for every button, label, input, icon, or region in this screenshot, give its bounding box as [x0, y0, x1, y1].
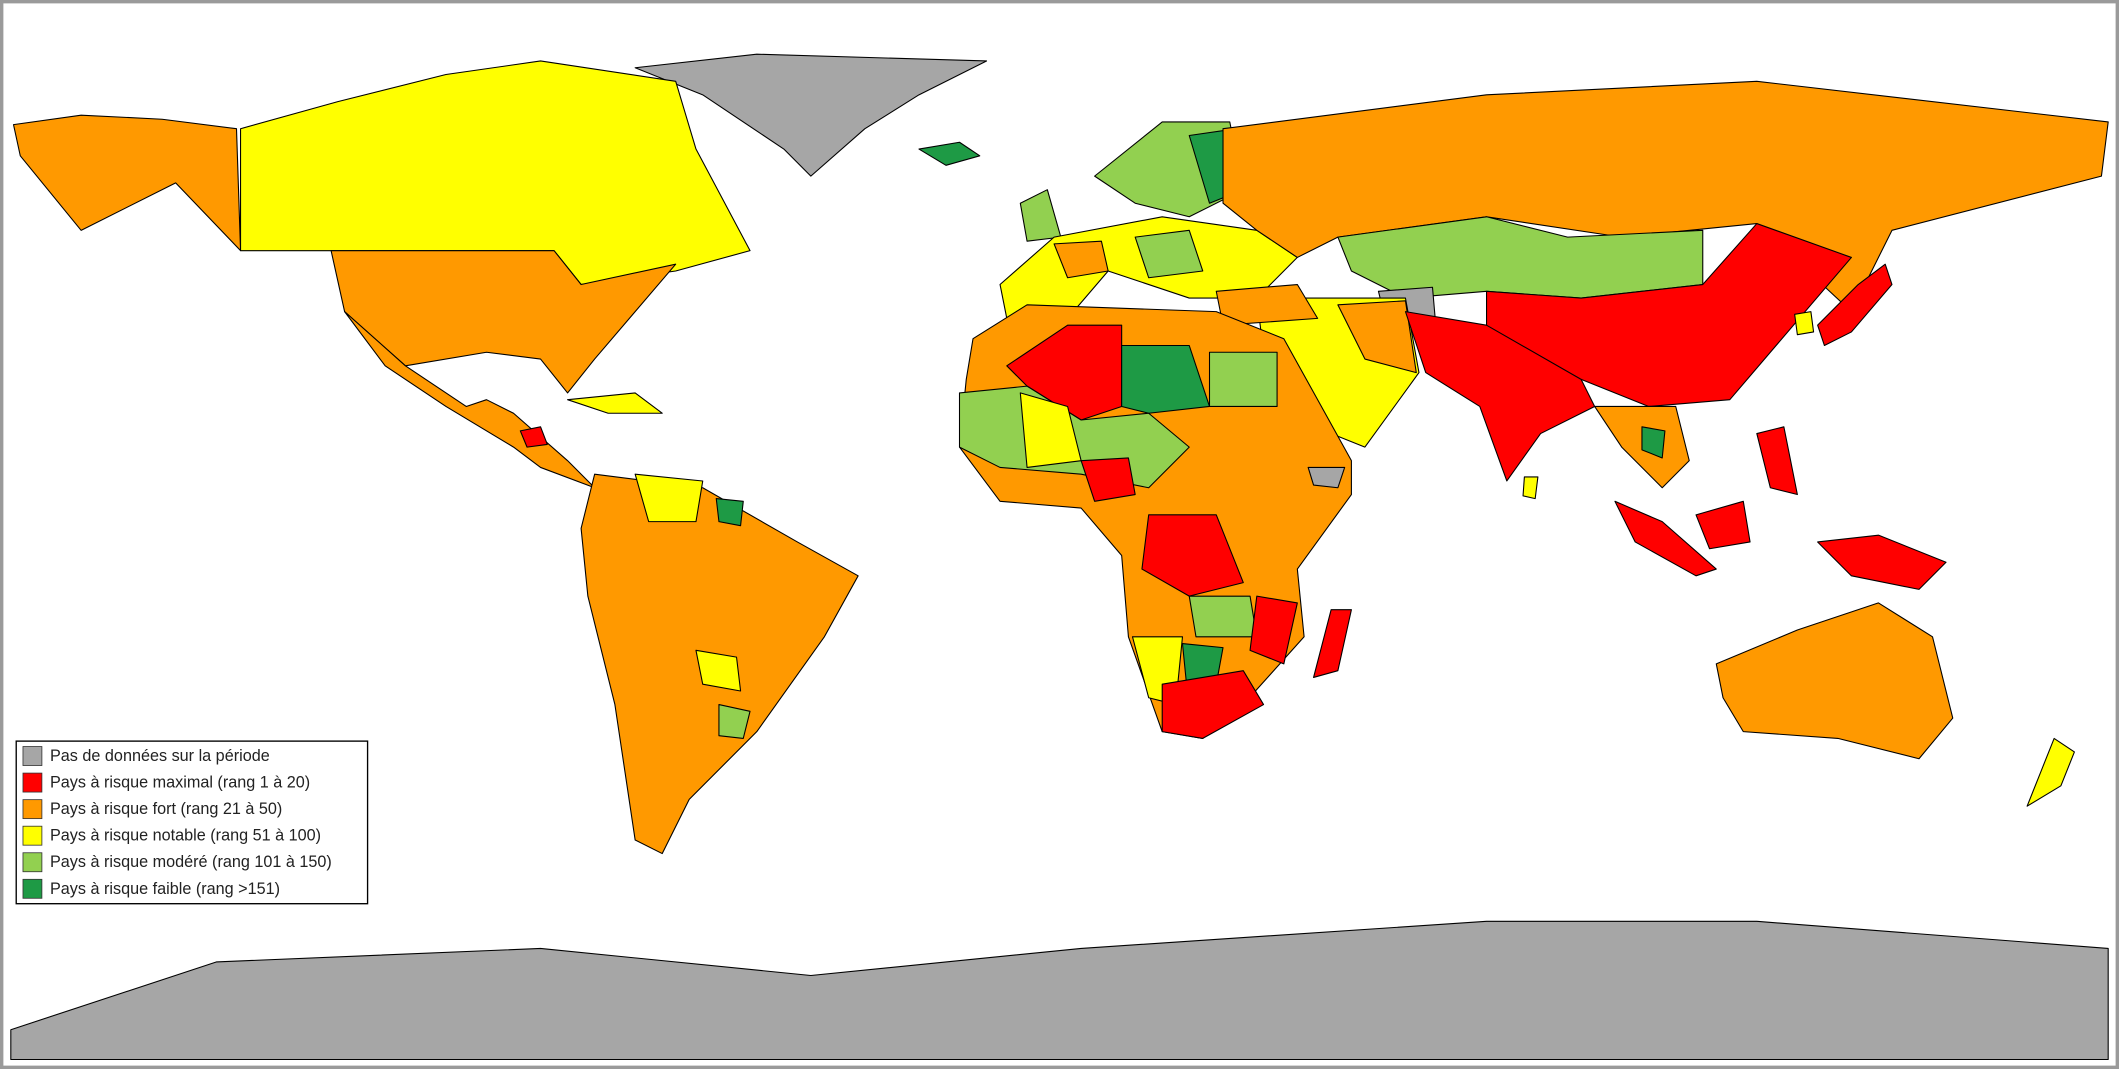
legend-swatch: [22, 746, 43, 766]
france: [1053, 240, 1109, 279]
legend: Pas de données sur la période Pays à risq…: [15, 740, 369, 905]
uruguay: [718, 703, 751, 739]
papua: [1817, 534, 1947, 590]
new-zealand: [2026, 737, 2075, 807]
libya: [1121, 344, 1211, 414]
legend-label: Pays à risque faible (rang >151): [50, 880, 280, 898]
india: [1404, 311, 1596, 482]
egypt: [1208, 351, 1278, 408]
philippines: [1756, 426, 1798, 496]
greenland: [634, 53, 988, 177]
borneo: [1695, 500, 1751, 550]
somaliland: [1307, 466, 1346, 489]
australia: [1715, 602, 1954, 760]
caribbean: [567, 392, 663, 414]
legend-swatch: [22, 799, 43, 820]
legend-label: Pays à risque notable (rang 51 à 100): [50, 827, 321, 845]
congo: [1141, 514, 1244, 597]
central-europe: [1134, 229, 1204, 279]
mozambique: [1249, 595, 1298, 665]
south-africa: [1161, 670, 1265, 739]
sumatra: [1614, 500, 1717, 577]
zambia: [1188, 595, 1258, 638]
legend-swatch: [22, 825, 43, 846]
legend-box: [15, 740, 369, 905]
guatemala: [519, 426, 548, 448]
venezuela: [634, 473, 704, 523]
madagascar: [1313, 609, 1352, 678]
countries: [10, 53, 2109, 1061]
laos: [1641, 426, 1666, 459]
nigeria: [1080, 457, 1136, 502]
legend-swatch: [22, 878, 43, 899]
japan: [1817, 263, 1893, 347]
legend-label: Pays à risque modéré (rang 101 à 150): [50, 853, 332, 871]
legend-swatch: [22, 852, 43, 873]
paraguay: [695, 649, 742, 692]
iran: [1337, 300, 1417, 374]
antarctica: [10, 920, 2109, 1061]
legend-swatch: [22, 772, 43, 793]
legend-label: Pays à risque maximal (rang 1 à 20): [50, 774, 310, 792]
sri-lanka: [1522, 476, 1539, 500]
iceland: [918, 141, 981, 166]
korea: [1794, 311, 1815, 336]
legend-label: Pays à risque fort (rang 21 à 50): [50, 800, 282, 818]
suriname: [715, 498, 744, 527]
legend-label: Pas de données sur la période: [50, 747, 270, 765]
